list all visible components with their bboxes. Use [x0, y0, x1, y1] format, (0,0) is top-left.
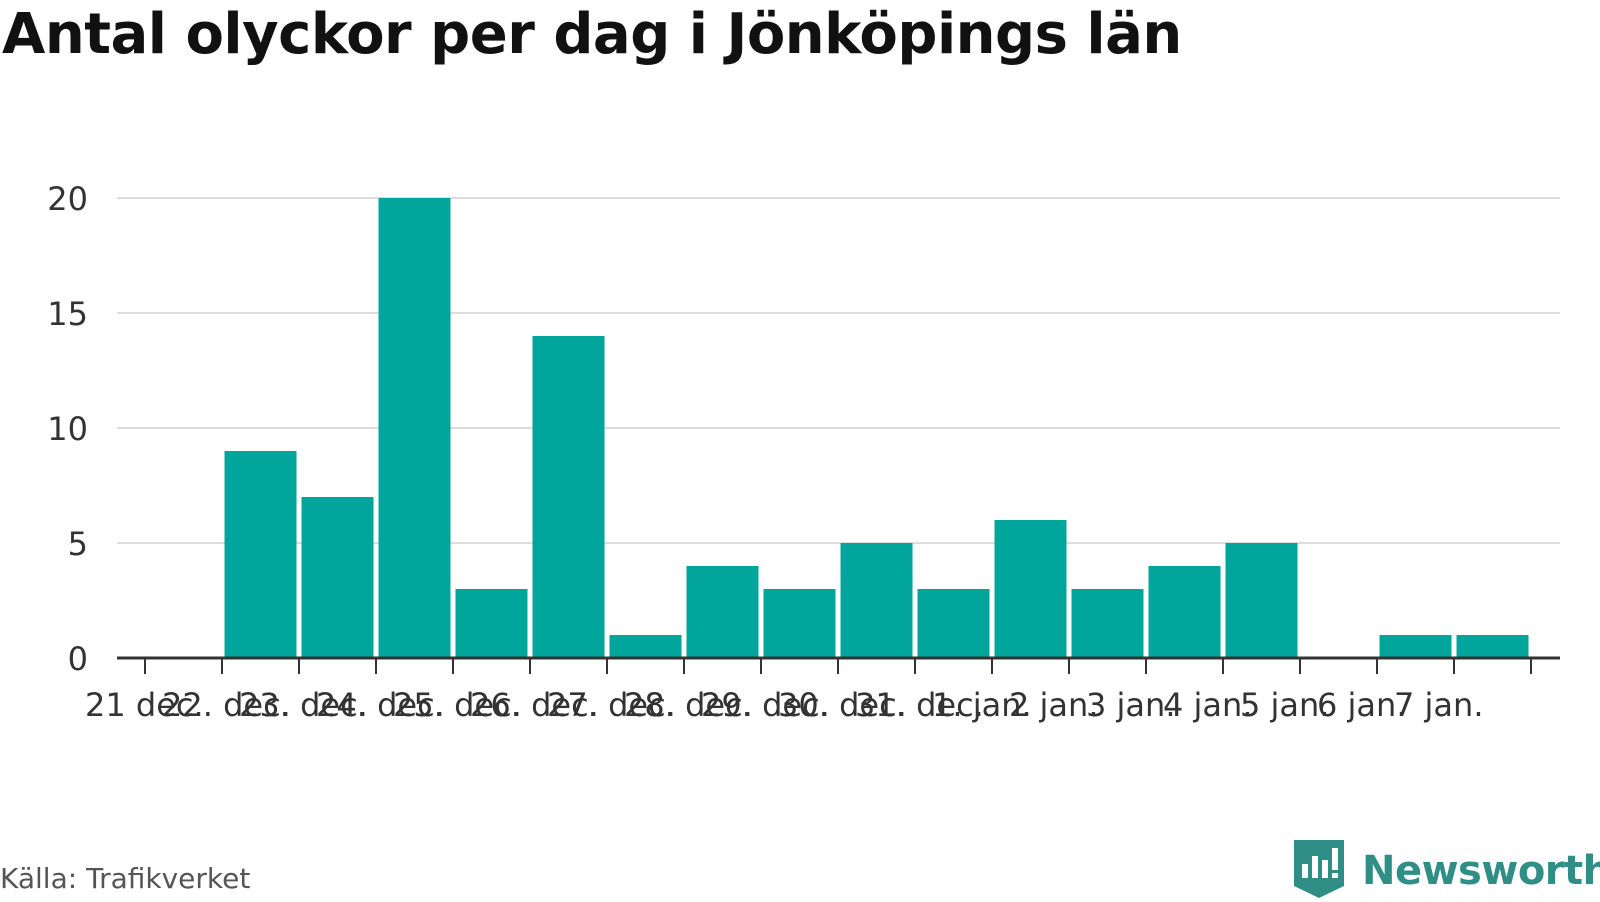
x-tick-label: 22. dec. [162, 686, 291, 724]
x-tick-label: 21 dec. [85, 686, 204, 724]
bar [917, 589, 990, 658]
x-tick-label: 5 jan. [1240, 686, 1329, 724]
bar [1148, 566, 1221, 658]
y-tick-label: 0 [68, 640, 88, 678]
x-tick-label: 23. dec. [239, 686, 368, 724]
y-tick-label: 10 [47, 410, 88, 448]
brand-name: Newsworthy [1362, 848, 1600, 894]
bar [763, 589, 836, 658]
x-tick-label: 30. dec. [778, 686, 907, 724]
bar [1225, 543, 1298, 658]
y-tick-label: 5 [68, 525, 88, 563]
bar [532, 336, 605, 658]
source-note: Källa: Trafikverket [0, 862, 251, 895]
x-tick-label: 25. dec. [393, 686, 522, 724]
bar [609, 635, 682, 658]
y-tick-label: 15 [47, 295, 88, 333]
bar [1071, 589, 1144, 658]
x-tick-label: 29. dec. [701, 686, 830, 724]
bar [1456, 635, 1529, 658]
bar [994, 520, 1067, 658]
x-tick-label: 7 jan. [1394, 686, 1483, 724]
x-axis: 21 dec.22. dec.23. dec.24. dec.25. dec.2… [85, 656, 1560, 724]
x-tick-label: 27. dec. [547, 686, 676, 724]
x-tick-label: 24. dec. [316, 686, 445, 724]
bar [301, 497, 374, 658]
x-tick-label: 31. dec. [855, 686, 984, 724]
bar [224, 451, 297, 658]
bar [840, 543, 913, 658]
x-tick-label: 6 jan. [1317, 686, 1406, 724]
x-tick-label: 1. jan. [932, 686, 1032, 724]
bar [686, 566, 759, 658]
bar [455, 589, 528, 658]
bar-chart-flag-icon [1294, 840, 1344, 902]
bar [378, 198, 451, 658]
chart-title: Antal olyckor per dag i Jönköpings län [2, 2, 1182, 67]
x-tick-label: 2 jan. [1009, 686, 1098, 724]
bar [1379, 635, 1452, 658]
y-axis-ticks: 0 5 10 15 20 [47, 180, 88, 678]
x-tick-label: 4 jan. [1163, 686, 1252, 724]
grid-lines [117, 197, 1560, 544]
bars [224, 198, 1529, 658]
y-tick-label: 20 [47, 180, 88, 218]
x-tick-label: 28. dec. [624, 686, 753, 724]
x-tick-label: 26. dec. [470, 686, 599, 724]
brand-logo[interactable]: Newsworthy [1294, 840, 1600, 902]
x-tick-label: 3 jan. [1086, 686, 1175, 724]
